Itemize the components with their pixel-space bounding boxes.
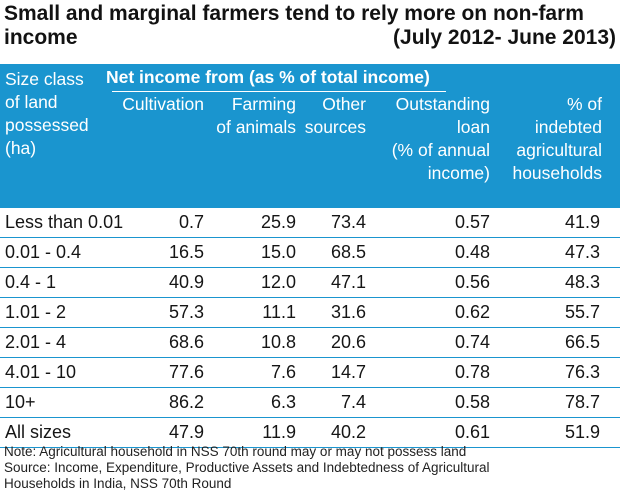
- cell-animals: 7.6: [270, 362, 296, 382]
- table-row: Less than 0.01 0.7 25.9 73.4 0.57 41.9: [0, 208, 620, 238]
- cell-cultivation: 40.9: [168, 272, 204, 292]
- header-indebted-line: indebted: [534, 117, 602, 137]
- cell-size: 10+: [5, 392, 36, 412]
- header-other-line: sources: [304, 117, 366, 137]
- cell-indebted: 66.5: [564, 332, 600, 352]
- table-row: 2.01 - 4 68.6 10.8 20.6 0.74 66.5: [0, 328, 620, 358]
- header-size-line: (ha): [5, 138, 37, 158]
- header-animals: Farming of animals: [216, 93, 296, 139]
- cell-animals: 6.3: [270, 392, 296, 412]
- cell-cultivation: 68.6: [168, 332, 204, 352]
- cell-loan: 0.74: [454, 332, 490, 352]
- table-row: All sizes 47.9 11.9 40.2 0.61 51.9: [0, 418, 620, 448]
- cell-other: 73.4: [330, 212, 366, 232]
- table-row: 10+ 86.2 6.3 7.4 0.58 78.7: [0, 388, 620, 418]
- header-indebted: % of indebted agricultural households: [512, 93, 602, 185]
- cell-size: 1.01 - 2: [5, 302, 67, 322]
- header-indebted-line: % of: [566, 94, 602, 114]
- cell-cultivation: 47.9: [168, 422, 204, 442]
- cell-other: 20.6: [330, 332, 366, 352]
- cell-loan: 0.78: [454, 362, 490, 382]
- group-header-underline: [112, 91, 446, 92]
- title-line-2-left: income: [4, 26, 78, 49]
- group-header: Net income from (as % of total income): [106, 67, 430, 87]
- header-animals-line: of animals: [216, 117, 296, 137]
- chart-title: Small and marginal farmers tend to rely …: [4, 2, 616, 50]
- cell-cultivation: 0.7: [178, 212, 204, 232]
- header-size-line: possessed: [5, 115, 89, 135]
- note-text: Note: Agricultural household in NSS 70th…: [4, 444, 467, 459]
- title-date-range: (July 2012- June 2013): [393, 26, 616, 49]
- cell-loan: 0.58: [454, 392, 490, 412]
- cell-animals: 25.9: [260, 212, 296, 232]
- cell-other: 68.5: [330, 242, 366, 262]
- table-row: 0.4 - 1 40.9 12.0 47.1 0.56 48.3: [0, 268, 620, 298]
- cell-cultivation: 77.6: [168, 362, 204, 382]
- cell-indebted: 76.3: [564, 362, 600, 382]
- header-loan-line: loan: [456, 117, 490, 137]
- header-indebted-line: agricultural: [516, 140, 602, 160]
- cell-indebted: 51.9: [564, 422, 600, 442]
- header-cultivation: Cultivation: [122, 93, 204, 116]
- footnotes: Note: Agricultural household in NSS 70th…: [4, 444, 616, 492]
- cell-animals: 12.0: [260, 272, 296, 292]
- cell-cultivation: 16.5: [168, 242, 204, 262]
- cell-indebted: 55.7: [564, 302, 600, 322]
- cell-other: 14.7: [330, 362, 366, 382]
- cell-other: 40.2: [330, 422, 366, 442]
- cell-loan: 0.57: [454, 212, 490, 232]
- table-body: Less than 0.01 0.7 25.9 73.4 0.57 41.9 0.01 - …: [0, 208, 620, 448]
- header-loan: Outstanding loan (% of annual income): [392, 93, 490, 185]
- table-row: 4.01 - 10 77.6 7.6 14.7 0.78 76.3: [0, 358, 620, 388]
- cell-size: 2.01 - 4: [5, 332, 67, 352]
- cell-loan: 0.48: [454, 242, 490, 262]
- cell-size: 0.4 - 1: [5, 272, 57, 292]
- cell-cultivation: 86.2: [168, 392, 204, 412]
- header-cultivation-line: Cultivation: [122, 94, 204, 114]
- header-indebted-line: households: [512, 163, 602, 183]
- cell-indebted: 78.7: [564, 392, 600, 412]
- cell-indebted: 47.3: [564, 242, 600, 262]
- cell-size: 0.01 - 0.4: [5, 242, 82, 262]
- cell-animals: 10.8: [260, 332, 296, 352]
- title-line-2: income (July 2012- June 2013): [4, 26, 616, 50]
- source-text-1: Source: Income, Expenditure, Productive …: [4, 460, 490, 475]
- header-loan-line: (% of annual: [391, 140, 490, 160]
- cell-indebted: 41.9: [564, 212, 600, 232]
- cell-cultivation: 57.3: [168, 302, 204, 322]
- cell-size: All sizes: [5, 422, 72, 442]
- cell-loan: 0.62: [454, 302, 490, 322]
- cell-size: Less than 0.01: [5, 212, 124, 232]
- table-row: 1.01 - 2 57.3 11.1 31.6 0.62 55.7: [0, 298, 620, 328]
- table-row: 0.01 - 0.4 16.5 15.0 68.5 0.48 47.3: [0, 238, 620, 268]
- cell-loan: 0.61: [454, 422, 490, 442]
- cell-other: 31.6: [330, 302, 366, 322]
- cell-animals: 11.9: [262, 422, 296, 442]
- cell-size: 4.01 - 10: [5, 362, 77, 382]
- header-other-line: Other: [322, 94, 366, 114]
- header-size-line: of land: [5, 92, 58, 112]
- header-loan-line: Outstanding: [395, 94, 490, 114]
- table-header: Net income from (as % of total income) S…: [0, 64, 620, 208]
- header-animals-line: Farming: [231, 94, 296, 114]
- cell-animals: 11.1: [262, 302, 296, 322]
- header-other: Other sources: [305, 93, 366, 139]
- title-line-1: Small and marginal farmers tend to rely …: [4, 2, 584, 25]
- cell-loan: 0.56: [454, 272, 490, 292]
- source-text-2: Households in India, NSS 70th Round: [4, 476, 232, 491]
- cell-indebted: 48.3: [564, 272, 600, 292]
- cell-other: 47.1: [330, 272, 366, 292]
- header-size: Size class of land possessed (ha): [5, 68, 89, 160]
- header-loan-line: income): [427, 163, 490, 183]
- cell-animals: 15.0: [260, 242, 296, 262]
- header-size-line: Size class: [5, 69, 84, 89]
- cell-other: 7.4: [340, 392, 366, 412]
